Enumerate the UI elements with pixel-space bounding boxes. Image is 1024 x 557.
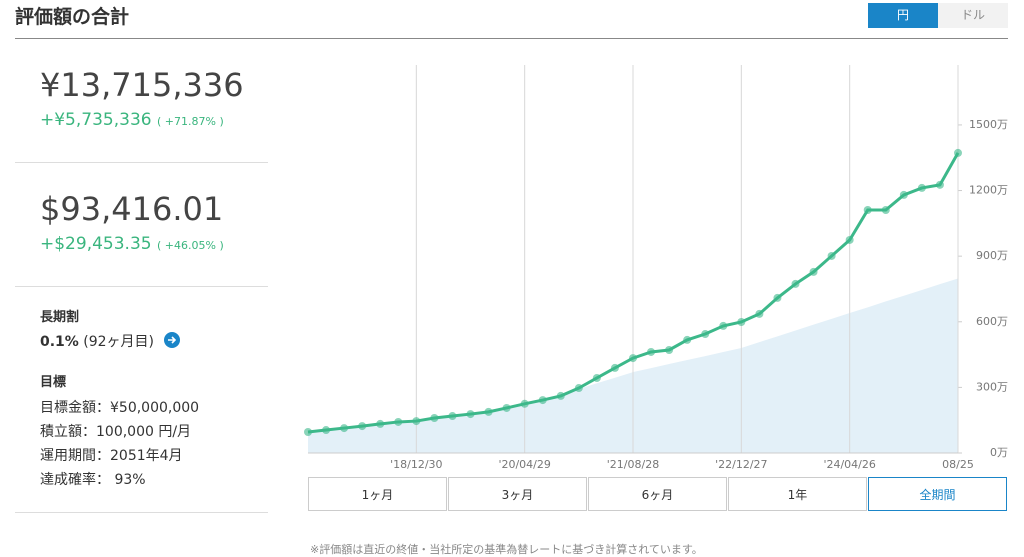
divider xyxy=(15,512,268,513)
value-point xyxy=(502,403,511,412)
y-tick-label: 1200万 xyxy=(969,184,1008,197)
discount-rate: 0.1% (92ヶ月目) xyxy=(40,331,154,351)
y-tick-label: 1500万 xyxy=(969,118,1008,131)
x-tick-label: 08/25 xyxy=(942,458,974,471)
value-point xyxy=(737,317,746,326)
value-point xyxy=(665,345,674,354)
value-point xyxy=(917,183,926,192)
value-point xyxy=(412,417,421,426)
value-point xyxy=(448,412,457,421)
y-tick-label: 600万 xyxy=(976,315,1008,328)
value-point xyxy=(683,335,692,344)
divider xyxy=(15,38,1008,39)
months: (92ヶ月目) xyxy=(83,334,155,350)
divider xyxy=(15,162,268,163)
value-point xyxy=(827,251,836,260)
value-point xyxy=(719,321,728,330)
total-usd: $93,416.01 xyxy=(40,190,224,228)
rate: 0.1% xyxy=(40,334,79,350)
chart: 0万 300万 600万 900万 1200万 1500万 '18/12/30 '20/04/… xyxy=(304,65,1008,471)
value-point xyxy=(935,180,944,189)
period-button[interactable]: 1年 xyxy=(728,477,867,511)
value-point xyxy=(863,206,872,215)
gain-value: +¥5,735,336 xyxy=(40,110,152,130)
goal-line: 達成確率： 93% xyxy=(40,472,146,488)
value-point xyxy=(556,391,565,400)
value-point xyxy=(484,407,493,416)
page-title: 評価額の合計 xyxy=(15,6,130,28)
currency-button[interactable]: 円 xyxy=(868,3,938,28)
value-point xyxy=(430,414,439,423)
value-point xyxy=(466,410,475,419)
y-tick-label: 0万 xyxy=(990,446,1008,459)
period-button[interactable]: 全期間 xyxy=(868,477,1007,511)
gain-jpy: +¥5,735,336 ( +71.87% ) xyxy=(40,110,224,130)
goal-title: 目標 xyxy=(40,375,67,390)
value-point xyxy=(881,206,890,215)
currency-button[interactable]: ドル xyxy=(938,3,1008,28)
invested-area xyxy=(308,278,958,453)
x-tick-label: '20/04/29 xyxy=(498,458,550,471)
period-button[interactable]: 3ヶ月 xyxy=(448,477,587,511)
goal-line: 積立額：100,000 円/月 xyxy=(40,424,192,440)
y-tick-label: 900万 xyxy=(976,249,1008,262)
value-point xyxy=(376,419,385,428)
x-tick-label: '21/08/28 xyxy=(607,458,659,471)
gain-usd: +$29,453.35 ( +46.05% ) xyxy=(40,234,224,254)
value-point xyxy=(809,267,818,276)
value-point xyxy=(520,399,529,408)
gain-percent: ( +71.87% ) xyxy=(157,115,224,128)
x-tick-label: '22/12/27 xyxy=(715,458,767,471)
goal-line: 目標金額：¥50,000,000 xyxy=(40,400,200,416)
value-point xyxy=(574,384,583,393)
value-point xyxy=(791,279,800,288)
y-tick-label: 300万 xyxy=(976,380,1008,393)
period-button[interactable]: 6ヶ月 xyxy=(588,477,727,511)
x-tick-label: '24/04/26 xyxy=(823,458,875,471)
gain-value: +$29,453.35 xyxy=(40,234,152,254)
value-point xyxy=(647,347,656,356)
period-button[interactable]: 1ヶ月 xyxy=(308,477,447,511)
value-point xyxy=(845,235,854,244)
total-jpy: ¥13,715,336 xyxy=(40,66,244,104)
discount-title: 長期割 xyxy=(40,310,80,325)
info-arrow[interactable] xyxy=(164,332,180,348)
value-point xyxy=(304,428,312,437)
divider xyxy=(15,286,268,287)
value-point xyxy=(755,309,764,318)
value-point xyxy=(358,422,367,431)
value-point xyxy=(899,190,908,199)
footnote: ※評価額は直近の終値・当社所定の基準為替レートに基づき計算されています。 xyxy=(310,543,703,556)
value-point xyxy=(610,363,619,372)
value-point xyxy=(629,354,637,363)
value-point xyxy=(592,373,601,382)
x-tick-label: '18/12/30 xyxy=(390,458,442,471)
gain-percent: ( +46.05% ) xyxy=(157,239,224,252)
value-point xyxy=(954,148,962,157)
value-point xyxy=(394,417,403,426)
value-point xyxy=(322,426,331,435)
goal-line: 運用期間：2051年4月 xyxy=(40,448,183,464)
value-point xyxy=(701,330,710,339)
value-point xyxy=(538,396,547,405)
value-point xyxy=(773,293,782,302)
value-point xyxy=(340,424,349,433)
